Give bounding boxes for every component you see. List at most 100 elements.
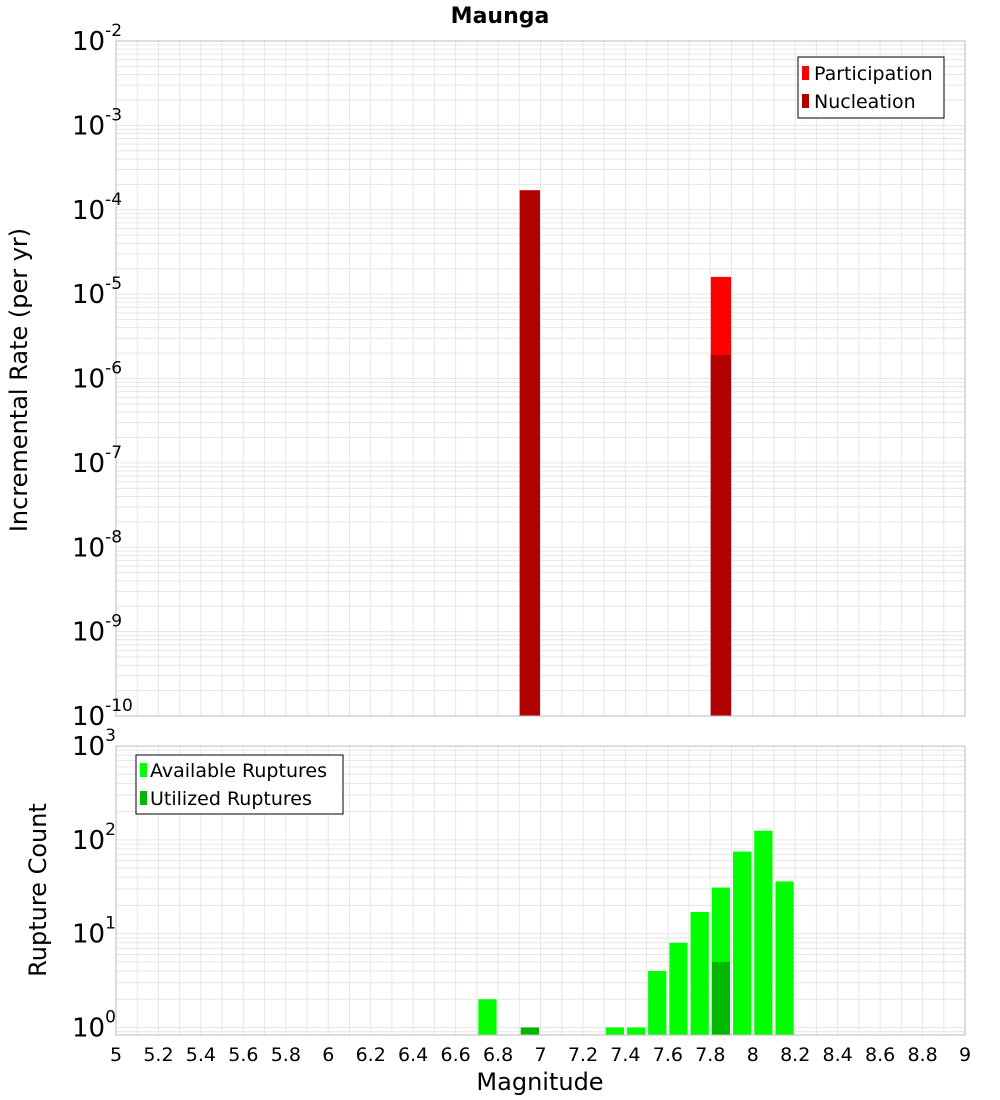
x-tick-label: 6.8: [483, 1044, 513, 1066]
y-tick-base: 10: [72, 449, 105, 479]
bottom-y-tick-label: 101: [72, 914, 116, 950]
y-tick-base: 10: [72, 365, 105, 395]
y-tick-exponent: 3: [105, 726, 116, 746]
top-bar-nucleation: [519, 190, 540, 716]
bottom-legend: Available Ruptures Utilized Ruptures: [135, 754, 344, 815]
top-y-tick-label: 10-2: [72, 21, 122, 57]
legend-label-participation: Participation: [814, 63, 933, 85]
y-tick-base: 10: [72, 1013, 105, 1043]
y-tick-exponent: 1: [105, 914, 116, 934]
y-tick-exponent: -6: [105, 359, 122, 379]
top-y-tick-label: 10-9: [72, 612, 122, 648]
top-y-axis-title: Incremental Rate (per yr): [5, 228, 33, 532]
x-tick-label: 8: [747, 1044, 759, 1066]
y-tick-base: 10: [72, 280, 105, 310]
top-y-tick-label: 10-3: [72, 105, 122, 141]
y-tick-base: 10: [72, 618, 105, 648]
bottom-bar-available-ruptures: [733, 851, 752, 1035]
legend-swatch-participation: [802, 66, 809, 80]
top-y-tick-label: 10-5: [72, 274, 122, 310]
x-tick-label: 9: [959, 1044, 971, 1066]
bottom-y-tick-label: 102: [72, 820, 116, 856]
bottom-bars: [478, 830, 794, 1035]
bottom-bar-available-ruptures: [690, 912, 709, 1035]
y-tick-exponent: -2: [105, 21, 122, 41]
x-tick-label: 5: [110, 1044, 122, 1066]
top-y-tick-label: 10-6: [72, 359, 122, 395]
y-tick-exponent: -10: [105, 696, 133, 716]
x-ticks: 5 5.2 5.4 5.6 5.8 6 6.2 6.4 6.6 6.8 7 7.2 7.4 7.6 7.8 8…: [110, 1044, 971, 1066]
y-tick-base: 10: [72, 702, 105, 732]
legend-swatch-nucleation: [802, 94, 809, 108]
x-tick-label: 5.4: [186, 1044, 216, 1066]
x-tick-label: 6.2: [356, 1044, 386, 1066]
y-tick-exponent: -8: [105, 527, 122, 547]
top-y-tick-label: 10-10: [72, 696, 133, 732]
legend-label-utilized: Utilized Ruptures: [150, 788, 312, 810]
y-tick-exponent: -9: [105, 612, 122, 632]
bottom-bar-available-ruptures: [478, 999, 497, 1035]
y-tick-exponent: 2: [105, 820, 116, 840]
x-tick-label: 6.6: [440, 1044, 470, 1066]
y-tick-exponent: 0: [105, 1007, 116, 1027]
x-tick-label: 8.8: [907, 1044, 937, 1066]
x-tick-label: 6: [322, 1044, 334, 1066]
y-tick-exponent: -5: [105, 274, 122, 294]
bottom-legend-box: [135, 754, 344, 815]
bottom-bar-available-ruptures: [754, 830, 773, 1035]
bottom-bar-utilized-ruptures: [711, 961, 731, 1035]
top-legend: Participation Nucleation: [797, 56, 945, 119]
x-tick-label: 8.6: [865, 1044, 895, 1066]
bottom-y-tick-label: 103: [72, 726, 116, 762]
y-tick-base: 10: [72, 920, 105, 950]
top-y-tick-label: 10-7: [72, 443, 122, 479]
top-grid: [115, 41, 966, 717]
x-tick-label: 5.8: [271, 1044, 301, 1066]
top-y-tick-label: 10-4: [72, 190, 122, 226]
y-tick-exponent: -3: [105, 105, 122, 125]
legend-swatch-utilized: [140, 791, 147, 805]
x-tick-label: 7.6: [653, 1044, 683, 1066]
top-panel: 10-210-310-410-510-610-710-810-910-10 In…: [5, 21, 966, 732]
bottom-y-tick-label: 100: [72, 1007, 116, 1043]
top-legend-box: [797, 56, 945, 119]
legend-label-available: Available Ruptures: [150, 760, 327, 782]
y-tick-base: 10: [72, 111, 105, 141]
y-tick-base: 10: [72, 196, 105, 226]
bottom-y-axis-title: Rupture Count: [24, 803, 52, 977]
y-tick-exponent: -4: [105, 190, 122, 210]
bottom-bar-available-ruptures: [669, 942, 688, 1035]
top-bars: [519, 190, 732, 716]
bottom-plot-frame: [115, 745, 966, 1036]
top-y-ticks: 10-210-310-410-510-610-710-810-910-10: [72, 21, 133, 732]
x-tick-label: 7.8: [695, 1044, 725, 1066]
x-tick-label: 5.2: [143, 1044, 173, 1066]
x-tick-label: 7.4: [610, 1044, 640, 1066]
top-plot-frame: [115, 40, 966, 717]
legend-label-nucleation: Nucleation: [814, 91, 916, 113]
chart-title: Maunga: [451, 4, 550, 29]
top-y-tick-label: 10-8: [72, 527, 122, 563]
y-tick-base: 10: [72, 826, 105, 856]
y-tick-base: 10: [72, 533, 105, 563]
y-tick-base: 10: [72, 732, 105, 762]
x-tick-label: 7: [534, 1044, 546, 1066]
x-tick-label: 7.2: [568, 1044, 598, 1066]
bottom-bar-available-ruptures: [626, 1027, 646, 1035]
x-axis-title: Magnitude: [476, 1068, 603, 1096]
x-tick-label: 5.6: [228, 1044, 258, 1066]
legend-swatch-available: [140, 763, 147, 777]
top-bar-nucleation: [710, 354, 732, 716]
bottom-bar-available-ruptures: [605, 1027, 624, 1035]
x-tick-label: 8.2: [780, 1044, 810, 1066]
bottom-bar-available-ruptures: [775, 881, 794, 1035]
bottom-bar-utilized-ruptures: [520, 1027, 539, 1035]
y-tick-base: 10: [72, 27, 105, 57]
y-tick-exponent: -7: [105, 443, 122, 463]
x-tick-label: 8.4: [823, 1044, 853, 1066]
bottom-bar-available-ruptures: [648, 971, 667, 1035]
x-tick-label: 6.4: [398, 1044, 428, 1066]
